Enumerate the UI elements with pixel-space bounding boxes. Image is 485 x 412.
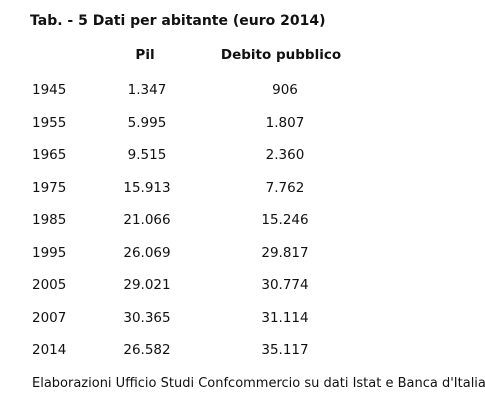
cell-pil: 26.582 xyxy=(123,342,171,358)
cell-year: 2007 xyxy=(32,310,67,326)
cell-year: 2005 xyxy=(32,277,67,293)
cell-pil: 1.347 xyxy=(127,82,167,98)
cell-pil: 15.913 xyxy=(123,180,171,196)
cell-pil: 26.069 xyxy=(123,245,171,261)
cell-year: 1985 xyxy=(32,212,67,228)
cell-debito: 30.774 xyxy=(261,277,309,293)
table-title: Tab. - 5 Dati per abitante (euro 2014) xyxy=(30,13,326,29)
cell-pil: 29.021 xyxy=(123,277,171,293)
cell-year: 1945 xyxy=(32,82,67,98)
cell-year: 1965 xyxy=(32,147,67,163)
cell-debito: 1.807 xyxy=(265,115,305,131)
column-header-debito: Debito pubblico xyxy=(220,47,342,63)
cell-debito: 31.114 xyxy=(261,310,309,326)
cell-debito: 7.762 xyxy=(265,180,305,196)
cell-year: 1975 xyxy=(32,180,67,196)
cell-debito: 906 xyxy=(272,82,298,98)
cell-pil: 9.515 xyxy=(127,147,167,163)
cell-debito: 29.817 xyxy=(261,245,309,261)
column-header-pil: Pil xyxy=(135,47,155,63)
cell-year: 1955 xyxy=(32,115,67,131)
source-note: Elaborazioni Ufficio Studi Confcommercio… xyxy=(32,376,485,391)
cell-debito: 35.117 xyxy=(261,342,309,358)
cell-pil: 21.066 xyxy=(123,212,171,228)
cell-year: 1995 xyxy=(32,245,67,261)
cell-pil: 5.995 xyxy=(127,115,167,131)
cell-debito: 2.360 xyxy=(265,147,305,163)
cell-debito: 15.246 xyxy=(261,212,309,228)
cell-pil: 30.365 xyxy=(123,310,171,326)
cell-year: 2014 xyxy=(32,342,67,358)
